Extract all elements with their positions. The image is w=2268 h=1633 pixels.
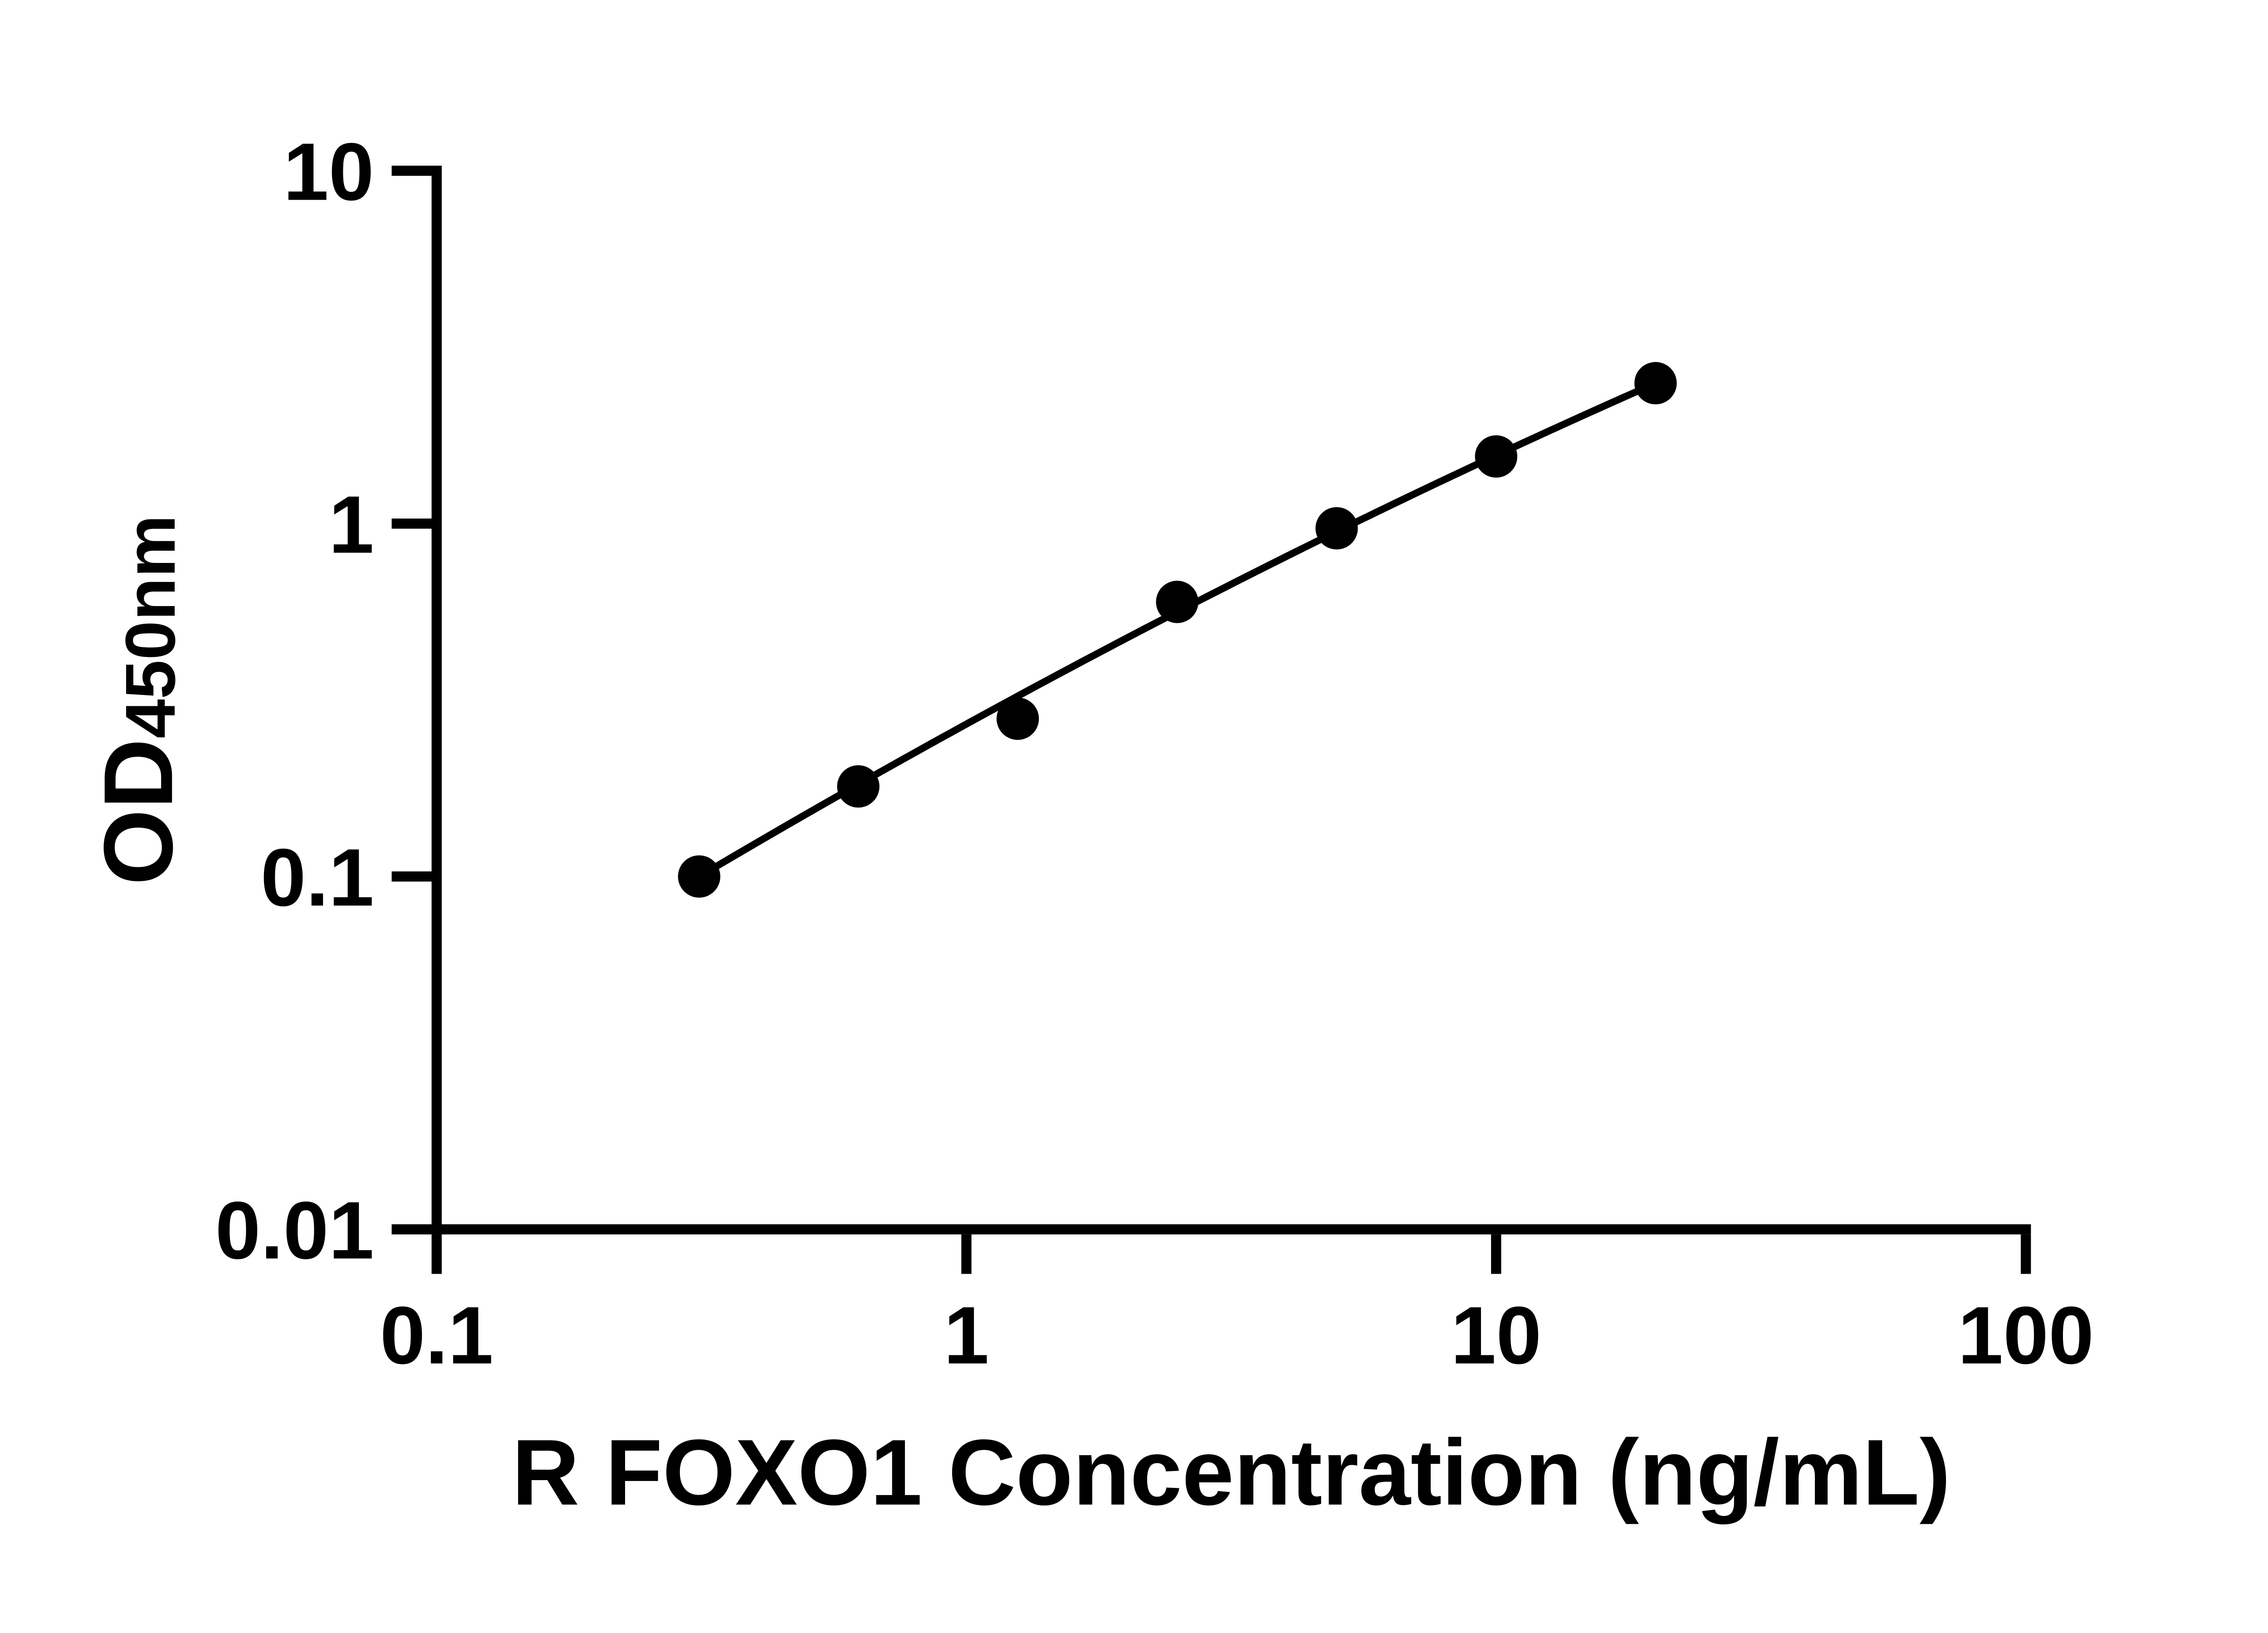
y-tick-mark	[391, 871, 432, 882]
data-point-marker	[1156, 581, 1198, 623]
y-tick-mark	[391, 166, 432, 176]
x-tick-label-100: 100	[1958, 1290, 2094, 1381]
y-tick-mark	[391, 1224, 432, 1235]
x-axis-line	[431, 1224, 2031, 1235]
y-tick-label-10: 10	[284, 127, 374, 218]
data-point-marker	[678, 855, 721, 898]
x-tick-mark	[1491, 1234, 1501, 1274]
y-axis-title-sub: 450nm	[111, 515, 190, 738]
chart-background	[0, 22, 2268, 1611]
data-point-marker	[1634, 362, 1677, 405]
x-tick-mark	[2020, 1234, 2031, 1274]
data-point-marker	[1315, 507, 1358, 550]
x-tick-label-0p1: 0.1	[380, 1290, 494, 1381]
x-tick-mark	[431, 1234, 442, 1274]
x-axis-title: R FOXO1 Concentration (ng/mL)	[512, 1420, 1950, 1525]
data-point-marker	[997, 697, 1039, 740]
x-tick-label-1: 1	[943, 1290, 989, 1381]
y-tick-mark	[391, 518, 432, 529]
data-layer	[678, 362, 1677, 898]
data-point-marker	[837, 765, 880, 808]
x-tick-mark	[961, 1234, 972, 1274]
y-axis-line	[431, 166, 442, 1235]
data-point-marker	[1475, 435, 1518, 478]
x-tick-label-10: 10	[1451, 1290, 1541, 1381]
y-tick-label-0p01: 0.01	[215, 1185, 374, 1276]
y-tick-label-0p1: 0.1	[261, 832, 374, 923]
y-axis-title: OD450nm	[83, 515, 193, 885]
y-tick-label-1: 1	[329, 479, 374, 571]
axes-layer	[391, 166, 2031, 1274]
y-axis-title-main: OD	[83, 738, 193, 885]
